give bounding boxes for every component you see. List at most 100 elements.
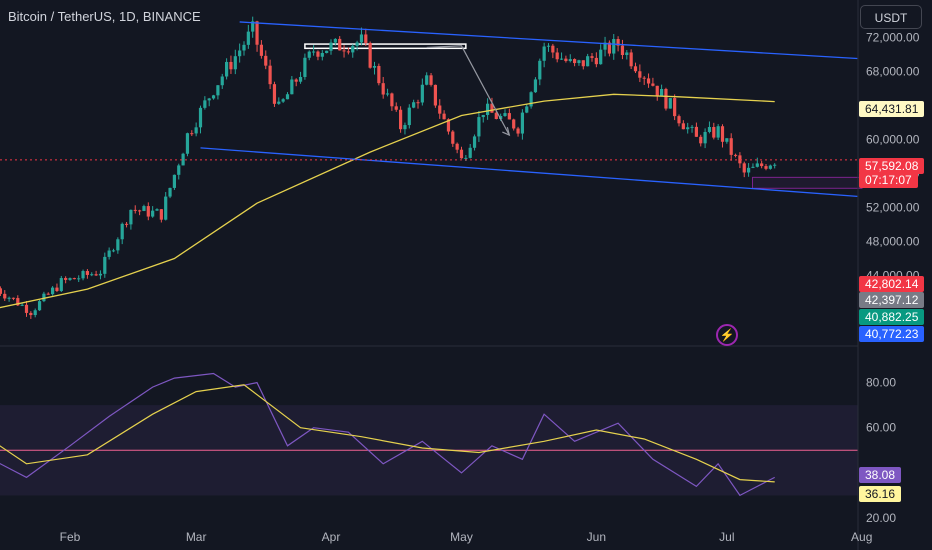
candle-body	[472, 136, 477, 148]
candle-body	[320, 52, 324, 57]
candle-body	[477, 117, 481, 137]
candle-body	[690, 126, 694, 128]
candle-body	[607, 42, 611, 54]
candle-body	[329, 42, 333, 51]
candle-body	[251, 21, 255, 32]
candle-body	[747, 167, 751, 173]
candle-body	[725, 138, 729, 142]
candle-body	[516, 128, 520, 134]
time-tick-label: Jul	[719, 530, 734, 544]
candle-body	[68, 278, 72, 280]
candle-body	[385, 93, 390, 95]
candle-body	[499, 116, 503, 120]
rsi-tick-label: 80.00	[866, 376, 896, 390]
rsi-tick-label: 60.00	[866, 421, 896, 435]
candle-body	[20, 304, 24, 306]
candle-body	[425, 75, 429, 85]
candle-body	[368, 42, 372, 68]
candle-body	[720, 126, 725, 142]
price-axis-label: 40,882.25	[859, 309, 925, 325]
candle-body	[46, 293, 50, 295]
candle-body	[612, 39, 616, 54]
candle-body	[433, 84, 437, 106]
candle-body	[16, 298, 20, 306]
symbol-title: Bitcoin / TetherUS, 1D, BINANCE	[8, 9, 201, 24]
candle-body	[51, 287, 55, 295]
candle-body	[238, 50, 242, 57]
candle-body	[268, 65, 272, 85]
currency-button[interactable]: USDT	[860, 5, 922, 29]
candle-body	[429, 75, 433, 85]
candle-body	[359, 34, 364, 43]
candle-body	[338, 38, 342, 51]
candle-body	[64, 278, 68, 280]
candle-body	[512, 119, 516, 129]
candle-body	[438, 105, 442, 114]
candle-body	[712, 127, 716, 138]
lightning-icon[interactable]: ⚡	[716, 324, 738, 346]
candle-body	[568, 59, 572, 62]
candle-body	[507, 113, 511, 120]
candle-body	[760, 163, 764, 167]
candle-body	[33, 310, 37, 316]
candle-body	[520, 112, 524, 134]
candle-body	[694, 126, 698, 137]
candle-body	[29, 312, 33, 316]
candle-body	[116, 239, 120, 251]
candle-body	[564, 58, 568, 62]
candle-body	[351, 45, 355, 53]
candle-body	[668, 98, 672, 109]
time-tick-label: Apr	[322, 530, 341, 544]
time-tick-label: Feb	[60, 530, 81, 544]
candle-body	[177, 165, 181, 175]
candle-body	[742, 163, 746, 173]
candle-body	[451, 131, 455, 144]
candle-body	[538, 60, 542, 80]
candle-body	[642, 77, 646, 79]
time-tick-label: Jun	[587, 530, 606, 544]
candle-body	[599, 49, 603, 65]
candle-body	[390, 93, 394, 107]
candle-body	[660, 88, 664, 96]
candle-body	[90, 274, 94, 276]
candle-body	[707, 127, 712, 132]
candle-body	[573, 59, 577, 64]
candle-body	[325, 50, 329, 53]
candle-body	[294, 79, 298, 82]
candle-body	[555, 52, 559, 60]
candle-body	[333, 38, 337, 43]
candle-body	[285, 94, 290, 100]
time-tick-label: Mar	[186, 530, 207, 544]
candle-body	[481, 114, 485, 118]
candle-body	[37, 301, 42, 311]
candle-body	[255, 21, 259, 45]
candle-body	[233, 56, 237, 70]
candle-body	[281, 99, 285, 102]
candle-body	[298, 76, 303, 82]
candle-body	[446, 119, 451, 132]
candle-body	[225, 61, 229, 77]
candle-body	[272, 84, 277, 104]
candle-body	[455, 143, 459, 150]
candle-body	[355, 42, 359, 46]
candle-body	[629, 52, 633, 67]
candle-body	[764, 166, 768, 169]
candle-body	[651, 83, 655, 86]
candle-body	[494, 112, 498, 120]
candle-body	[290, 79, 294, 95]
candle-body	[85, 271, 89, 275]
candle-body	[551, 45, 555, 53]
candle-body	[172, 174, 176, 188]
candle-body	[733, 154, 738, 156]
candle-body	[59, 278, 63, 291]
candle-body	[42, 293, 46, 302]
rsi-axis-label: 36.16	[859, 486, 902, 502]
trendline	[239, 21, 858, 60]
candle-body	[7, 297, 11, 299]
candle-body	[81, 271, 85, 279]
candle-body	[586, 56, 590, 67]
price-axis-label: 57,592.08	[859, 158, 925, 174]
candle-body	[633, 66, 638, 72]
